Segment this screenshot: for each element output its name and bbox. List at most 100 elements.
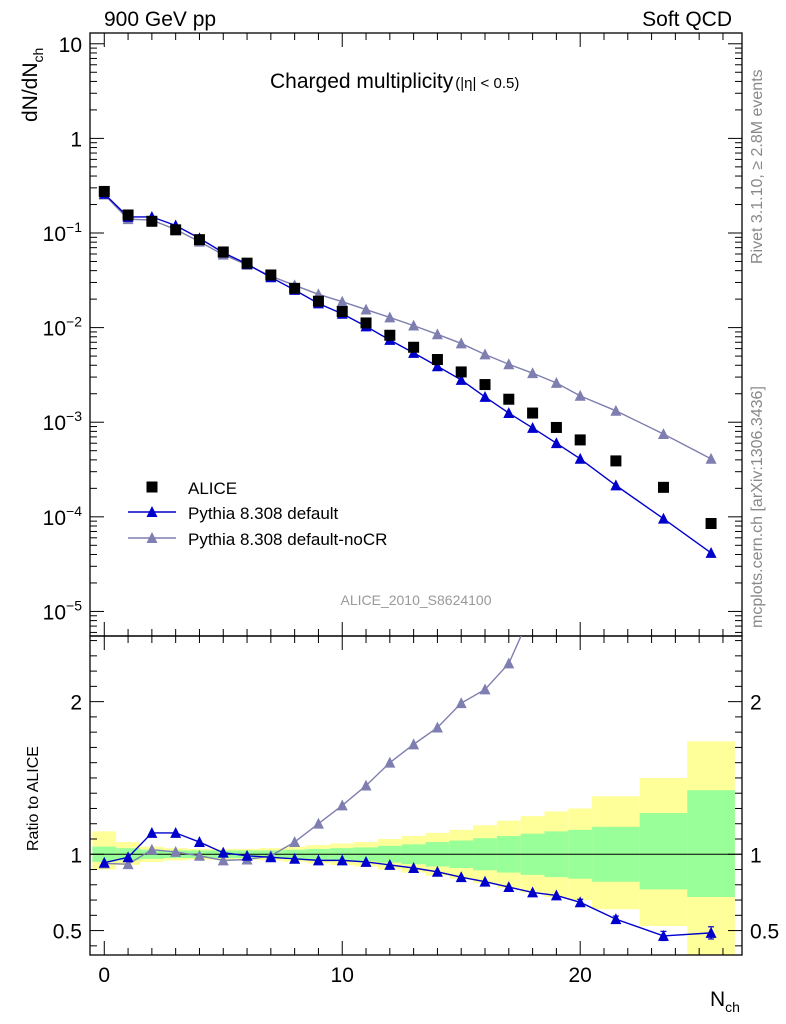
data-point-triangle — [574, 389, 586, 401]
data-point-triangle — [610, 404, 622, 416]
data-point-square — [550, 421, 562, 433]
analysis-watermark: ALICE_2010_S8624100 — [340, 592, 491, 608]
data-point-square — [241, 257, 253, 269]
data-point-triangle — [574, 896, 586, 908]
stat-band-bin — [687, 790, 735, 897]
data-point-triangle — [408, 319, 420, 331]
data-point-triangle — [384, 756, 396, 768]
data-point-triangle — [336, 295, 348, 307]
data-point-triangle — [146, 506, 158, 517]
stat-band-bin — [639, 813, 688, 890]
x-tick-label: 0 — [98, 964, 110, 987]
data-point-triangle — [503, 881, 515, 893]
data-point-triangle — [657, 512, 669, 524]
data-point-triangle — [658, 161, 669, 172]
data-point-triangle — [455, 337, 467, 349]
data-point-square — [527, 407, 539, 419]
data-point-triangle — [122, 858, 134, 870]
data-point-triangle — [384, 858, 396, 870]
data-series — [98, 161, 717, 942]
data-point-square — [657, 481, 669, 493]
data-point-triangle — [527, 604, 538, 615]
data-point-triangle — [170, 826, 182, 838]
data-point-triangle — [479, 348, 491, 360]
data-point-triangle — [408, 738, 420, 750]
data-point-square — [705, 518, 717, 530]
data-point-triangle — [193, 836, 205, 848]
data-point-triangle — [610, 345, 621, 356]
data-point-triangle — [550, 889, 562, 901]
data-point-triangle — [527, 886, 539, 898]
ratio-plot-frame — [89, 635, 743, 956]
main-y-axis-label: dN/dNch — [19, 48, 46, 122]
data-point-triangle — [312, 854, 324, 866]
ratio-y-tick-label-right: 1 — [750, 844, 762, 867]
ratio-y-tick-label-right: 2 — [750, 692, 762, 715]
main-y-tick-label: 10−2 — [43, 314, 83, 341]
data-point-square — [312, 295, 324, 307]
plot-frames — [89, 32, 743, 956]
data-point-square — [336, 305, 348, 317]
data-point-triangle — [146, 826, 158, 838]
ratio-series-line — [104, 636, 522, 865]
data-point-square — [479, 379, 491, 391]
data-point-square — [408, 341, 420, 353]
uncertainty-bands — [92, 741, 735, 955]
mcplots-label: mcplots.cern.ch [arXiv:1306.3436] — [749, 386, 766, 628]
data-point-triangle — [705, 452, 717, 464]
main-y-tick-label: 10−5 — [43, 597, 83, 624]
data-point-square — [146, 481, 158, 493]
data-point-triangle — [360, 303, 372, 315]
data-point-triangle — [431, 865, 443, 877]
data-point-triangle — [705, 926, 717, 938]
data-point-triangle — [550, 377, 562, 388]
ratio-y-tick-label: 1 — [70, 844, 82, 867]
x-tick-label: 10 — [331, 964, 354, 987]
data-point-triangle — [241, 849, 253, 861]
data-point-triangle — [455, 373, 467, 385]
data-point-triangle — [503, 358, 515, 370]
data-point-triangle — [574, 452, 586, 464]
legend-label: Pythia 8.308 default — [188, 504, 339, 523]
data-point-square — [431, 354, 443, 366]
data-point-square — [289, 282, 301, 294]
ratio-series-line — [104, 832, 712, 937]
data-point-triangle — [431, 328, 443, 340]
ratio-y-tick-label-right: 0.5 — [750, 921, 779, 944]
data-point-square — [146, 215, 158, 227]
legend-label: Pythia 8.308 default-noCR — [188, 530, 387, 549]
data-point-triangle — [122, 851, 134, 863]
data-point-triangle — [479, 390, 491, 402]
main-y-tick-label: 10−4 — [43, 503, 83, 530]
ratio-series-group — [98, 161, 717, 942]
data-point-square — [360, 317, 372, 329]
data-point-square — [455, 366, 467, 378]
data-point-triangle — [336, 799, 348, 811]
data-point-square — [170, 224, 182, 236]
data-point-triangle — [289, 852, 301, 864]
data-point-square — [610, 455, 622, 467]
data-point-square — [384, 329, 396, 341]
data-point-triangle — [408, 862, 420, 873]
data-point-triangle — [193, 849, 205, 861]
data-point-triangle — [265, 851, 277, 863]
chart-text: 10 1 10−1 10−2 10−3 10−4 10−5 0 10 20 0.5 0.5 1 1 2 2 Ch… — [19, 34, 779, 1015]
main-y-tick-label: 10−1 — [43, 219, 83, 246]
data-point-triangle — [455, 871, 467, 883]
data-point-triangle — [336, 854, 348, 866]
legend-label: ALICE — [188, 479, 237, 498]
data-point-square — [574, 434, 586, 446]
data-point-triangle — [455, 697, 467, 709]
chart-title: Charged multiplicity (|η| < 0.5) — [270, 70, 519, 93]
data-point-square — [122, 209, 134, 221]
data-point-square — [217, 246, 229, 258]
main-y-tick-label: 10−3 — [43, 408, 83, 435]
data-point-triangle — [705, 547, 717, 558]
data-point-triangle — [550, 437, 562, 449]
data-point-square — [98, 185, 110, 197]
x-axis-label: Nch — [710, 988, 740, 1015]
data-point-triangle — [384, 311, 396, 323]
data-point-square — [503, 393, 515, 405]
data-point-triangle — [360, 855, 372, 867]
